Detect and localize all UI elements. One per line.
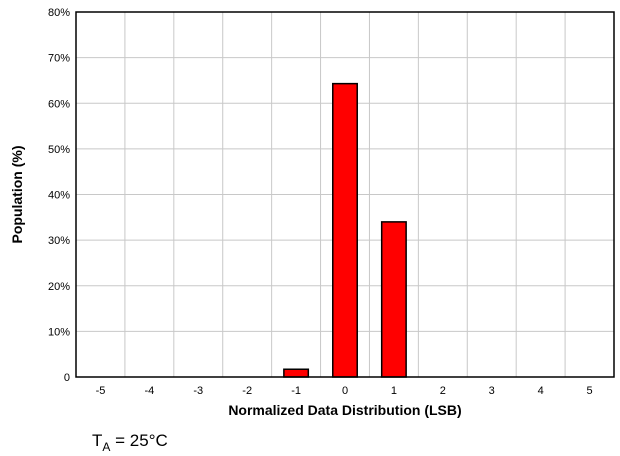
x-tick-label: -3 xyxy=(193,385,203,397)
x-tick-label: 0 xyxy=(342,385,348,397)
x-tick-label: -1 xyxy=(291,385,301,397)
y-axis-ticks: 0 10% 20% 30% 40% 50% 60% 70% 80% xyxy=(48,7,70,384)
x-tick-label: 1 xyxy=(391,385,397,397)
bar-1 xyxy=(380,221,407,378)
y-axis-title: Population (%) xyxy=(9,146,25,244)
x-tick-label: 5 xyxy=(586,385,592,397)
bar--1 xyxy=(283,368,310,378)
y-tick-label: 40% xyxy=(48,190,70,202)
x-tick-label: 3 xyxy=(489,385,495,397)
x-tick-label: -4 xyxy=(144,385,154,397)
x-axis-title: Normalized Data Distribution (LSB) xyxy=(228,402,461,418)
bar-0 xyxy=(332,82,358,378)
x-tick-label: 2 xyxy=(440,385,446,397)
y-tick-label: 10% xyxy=(48,326,70,338)
y-tick-label: 60% xyxy=(48,98,70,110)
y-tick-label: 50% xyxy=(48,144,70,156)
x-tick-label: -2 xyxy=(242,385,252,397)
y-tick-label: 20% xyxy=(48,281,70,293)
x-tick-label: -5 xyxy=(96,385,106,397)
x-tick-label: 4 xyxy=(538,385,544,397)
plot-area-border xyxy=(75,11,615,378)
condition-subscript: A xyxy=(102,440,110,454)
y-tick-label: 0 xyxy=(64,372,70,384)
temperature-condition: TA = 25°C xyxy=(92,431,168,454)
x-axis-ticks: -5 -4 -3 -2 -1 0 1 2 3 4 5 xyxy=(96,385,593,397)
condition-main: T xyxy=(92,431,102,450)
y-tick-label: 30% xyxy=(48,235,70,247)
y-tick-label: 80% xyxy=(48,7,70,19)
y-tick-label: 70% xyxy=(48,53,70,65)
condition-value: = 25°C xyxy=(110,431,167,450)
bars xyxy=(283,82,407,378)
